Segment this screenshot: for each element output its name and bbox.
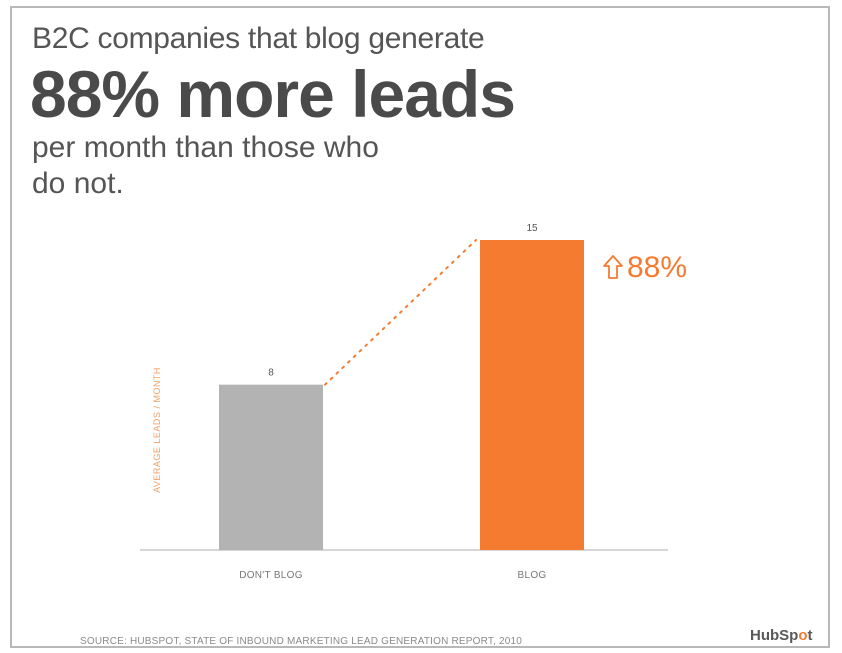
bar-1 — [480, 240, 584, 550]
arrow-up-icon — [603, 255, 623, 279]
growth-annotation: 88% — [627, 251, 687, 284]
source-footnote: SOURCE: HUBSPOT, STATE OF INBOUND MARKET… — [80, 636, 523, 647]
hubspot-logo: HubSpot — [750, 627, 813, 644]
headline-main-stat: 88% more leads — [30, 57, 516, 131]
slide-frame — [10, 6, 830, 648]
dotted-connector-line — [324, 239, 477, 386]
y-axis-label: AVERAGE LEADS / MONTH — [152, 367, 162, 493]
headline-line-1: B2C companies that blog generate — [32, 22, 485, 55]
bar-value-label-0: 8 — [268, 368, 274, 379]
bar-value-label-1: 15 — [526, 223, 538, 234]
headline-line-3: per month than those who do not. — [32, 131, 379, 200]
x-tick-label-0: DON'T BLOG — [239, 570, 303, 581]
x-tick-label-1: BLOG — [518, 570, 547, 581]
bar-0 — [219, 384, 323, 550]
